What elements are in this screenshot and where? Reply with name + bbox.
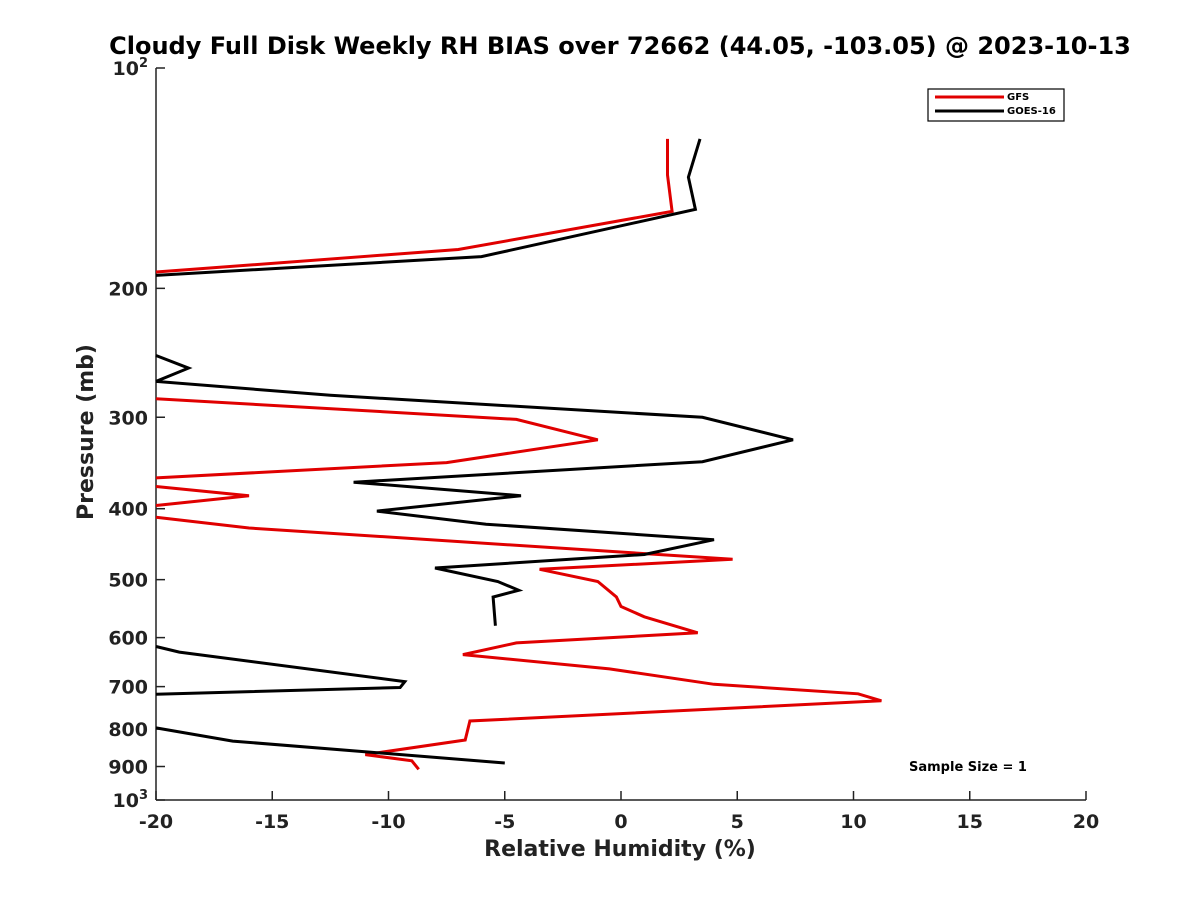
legend: GFS GOES-16 — [927, 88, 1065, 122]
sample-size-annotation: Sample Size = 1 — [909, 760, 1027, 775]
series-line-gfs — [155, 138, 882, 771]
series-layer — [155, 138, 882, 771]
chart-title: Cloudy Full Disk Weekly RH BIAS over 726… — [109, 32, 1131, 60]
legend-box — [927, 88, 1065, 122]
legend-goes16-label: GOES-16 — [1007, 106, 1056, 117]
axes: -20 -15 -10 -5 0 5 10 15 20 102 200 300 400 500 600 700… — [108, 56, 1099, 833]
x-tick-label: -20 — [139, 811, 173, 833]
y-tick-label: 700 — [108, 677, 148, 699]
y-axis-label: Pressure (mb) — [74, 344, 99, 520]
y-tick-label: 400 — [108, 499, 148, 521]
x-tick-label: 5 — [731, 811, 744, 833]
x-tick-label: -10 — [371, 811, 405, 833]
legend-gfs-label: GFS — [1007, 92, 1029, 103]
x-tick-label: 10 — [840, 811, 866, 833]
y-tick-label: 102 — [113, 56, 149, 80]
y-tick-label: 800 — [108, 719, 148, 741]
x-axis-label: Relative Humidity (%) — [484, 837, 756, 862]
x-tick-label: 0 — [614, 811, 627, 833]
series-line-goes-16 — [155, 138, 794, 765]
x-tick-label: -15 — [255, 811, 289, 833]
y-tick-label: 900 — [108, 757, 148, 779]
y-tick-label: 500 — [108, 570, 148, 592]
y-tick-label: 103 — [113, 788, 149, 812]
y-tick-label: 600 — [108, 628, 148, 650]
x-tick-label: 20 — [1073, 811, 1099, 833]
y-tick-label: 300 — [108, 407, 148, 429]
x-tick-label: 15 — [957, 811, 983, 833]
x-tick-label: -5 — [494, 811, 515, 833]
y-tick-label: 200 — [108, 278, 148, 300]
